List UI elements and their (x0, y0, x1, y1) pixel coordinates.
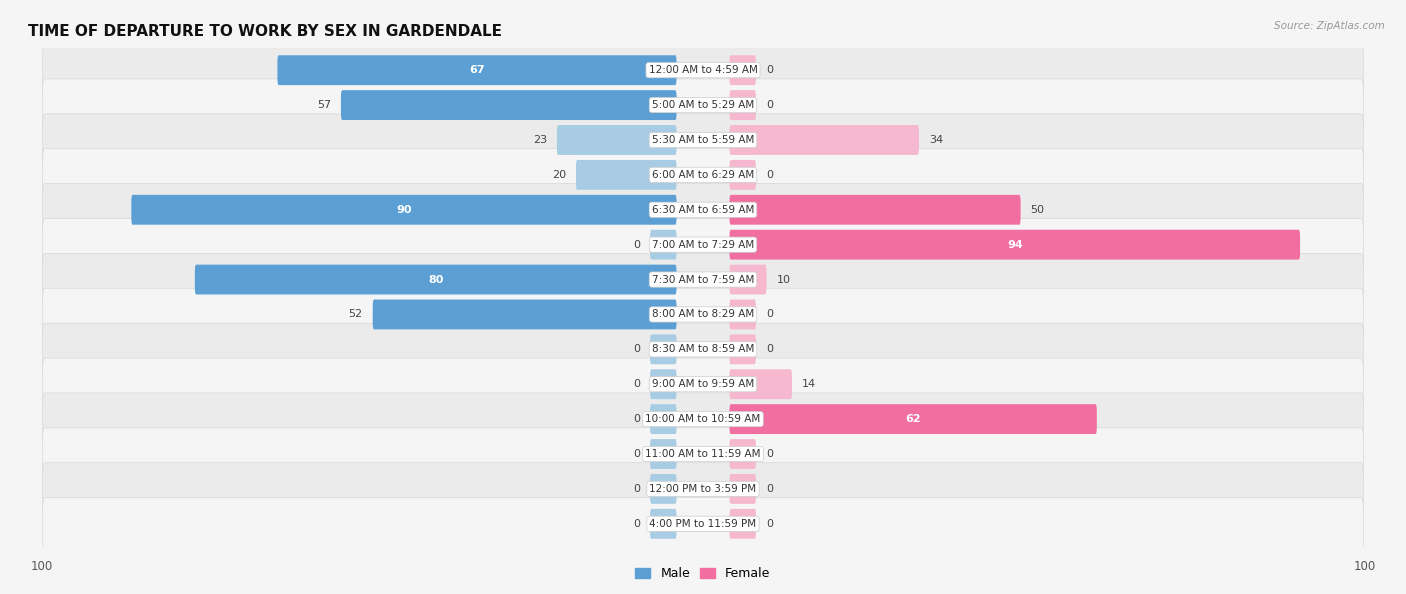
FancyBboxPatch shape (42, 393, 1364, 446)
Text: 34: 34 (929, 135, 943, 145)
FancyBboxPatch shape (730, 195, 1021, 225)
FancyBboxPatch shape (730, 55, 756, 85)
FancyBboxPatch shape (730, 369, 792, 399)
FancyBboxPatch shape (42, 184, 1364, 236)
Text: 0: 0 (766, 484, 773, 494)
Text: 0: 0 (766, 309, 773, 320)
Text: 57: 57 (316, 100, 330, 110)
Text: 12:00 PM to 3:59 PM: 12:00 PM to 3:59 PM (650, 484, 756, 494)
Text: 0: 0 (633, 379, 640, 389)
Text: 0: 0 (633, 239, 640, 249)
FancyBboxPatch shape (42, 358, 1364, 410)
FancyBboxPatch shape (277, 55, 676, 85)
FancyBboxPatch shape (42, 323, 1364, 375)
Text: 52: 52 (349, 309, 363, 320)
Text: 50: 50 (1031, 205, 1045, 215)
FancyBboxPatch shape (730, 299, 756, 329)
Text: 0: 0 (633, 345, 640, 355)
FancyBboxPatch shape (650, 230, 676, 260)
Text: 7:30 AM to 7:59 AM: 7:30 AM to 7:59 AM (652, 274, 754, 285)
Text: 0: 0 (766, 345, 773, 355)
FancyBboxPatch shape (195, 265, 676, 295)
Text: 0: 0 (633, 519, 640, 529)
Legend: Male, Female: Male, Female (630, 562, 776, 585)
FancyBboxPatch shape (373, 299, 676, 329)
FancyBboxPatch shape (557, 125, 676, 155)
FancyBboxPatch shape (42, 44, 1364, 96)
Text: 6:30 AM to 6:59 AM: 6:30 AM to 6:59 AM (652, 205, 754, 215)
Text: 7:00 AM to 7:29 AM: 7:00 AM to 7:29 AM (652, 239, 754, 249)
Text: 20: 20 (553, 170, 567, 180)
Text: 4:00 PM to 11:59 PM: 4:00 PM to 11:59 PM (650, 519, 756, 529)
Text: 62: 62 (905, 414, 921, 424)
Text: 0: 0 (633, 414, 640, 424)
Text: 9:00 AM to 9:59 AM: 9:00 AM to 9:59 AM (652, 379, 754, 389)
FancyBboxPatch shape (650, 509, 676, 539)
FancyBboxPatch shape (730, 265, 766, 295)
FancyBboxPatch shape (42, 219, 1364, 271)
Text: TIME OF DEPARTURE TO WORK BY SEX IN GARDENDALE: TIME OF DEPARTURE TO WORK BY SEX IN GARD… (28, 24, 502, 39)
FancyBboxPatch shape (576, 160, 676, 190)
Text: 80: 80 (427, 274, 443, 285)
FancyBboxPatch shape (650, 369, 676, 399)
Text: 10: 10 (776, 274, 790, 285)
FancyBboxPatch shape (340, 90, 676, 120)
FancyBboxPatch shape (730, 439, 756, 469)
FancyBboxPatch shape (730, 160, 756, 190)
FancyBboxPatch shape (730, 230, 1301, 260)
FancyBboxPatch shape (42, 288, 1364, 340)
FancyBboxPatch shape (131, 195, 676, 225)
Text: 12:00 AM to 4:59 AM: 12:00 AM to 4:59 AM (648, 65, 758, 75)
FancyBboxPatch shape (650, 439, 676, 469)
FancyBboxPatch shape (730, 90, 756, 120)
FancyBboxPatch shape (42, 463, 1364, 515)
Text: 23: 23 (533, 135, 547, 145)
Text: 5:00 AM to 5:29 AM: 5:00 AM to 5:29 AM (652, 100, 754, 110)
FancyBboxPatch shape (730, 334, 756, 364)
Text: Source: ZipAtlas.com: Source: ZipAtlas.com (1274, 21, 1385, 31)
FancyBboxPatch shape (42, 114, 1364, 166)
Text: 0: 0 (633, 484, 640, 494)
FancyBboxPatch shape (650, 474, 676, 504)
FancyBboxPatch shape (42, 254, 1364, 306)
FancyBboxPatch shape (42, 428, 1364, 480)
FancyBboxPatch shape (42, 498, 1364, 550)
FancyBboxPatch shape (730, 474, 756, 504)
Text: 0: 0 (766, 100, 773, 110)
Text: 0: 0 (633, 449, 640, 459)
Text: 10:00 AM to 10:59 AM: 10:00 AM to 10:59 AM (645, 414, 761, 424)
FancyBboxPatch shape (730, 125, 920, 155)
Text: 0: 0 (766, 519, 773, 529)
FancyBboxPatch shape (650, 404, 676, 434)
FancyBboxPatch shape (42, 148, 1364, 201)
Text: 0: 0 (766, 170, 773, 180)
Text: 67: 67 (470, 65, 485, 75)
FancyBboxPatch shape (42, 79, 1364, 131)
Text: 11:00 AM to 11:59 AM: 11:00 AM to 11:59 AM (645, 449, 761, 459)
Text: 8:30 AM to 8:59 AM: 8:30 AM to 8:59 AM (652, 345, 754, 355)
FancyBboxPatch shape (730, 509, 756, 539)
Text: 94: 94 (1007, 239, 1022, 249)
Text: 14: 14 (801, 379, 815, 389)
Text: 0: 0 (766, 449, 773, 459)
Text: 5:30 AM to 5:59 AM: 5:30 AM to 5:59 AM (652, 135, 754, 145)
Text: 0: 0 (766, 65, 773, 75)
Text: 8:00 AM to 8:29 AM: 8:00 AM to 8:29 AM (652, 309, 754, 320)
Text: 6:00 AM to 6:29 AM: 6:00 AM to 6:29 AM (652, 170, 754, 180)
Text: 90: 90 (396, 205, 412, 215)
FancyBboxPatch shape (650, 334, 676, 364)
FancyBboxPatch shape (730, 404, 1097, 434)
